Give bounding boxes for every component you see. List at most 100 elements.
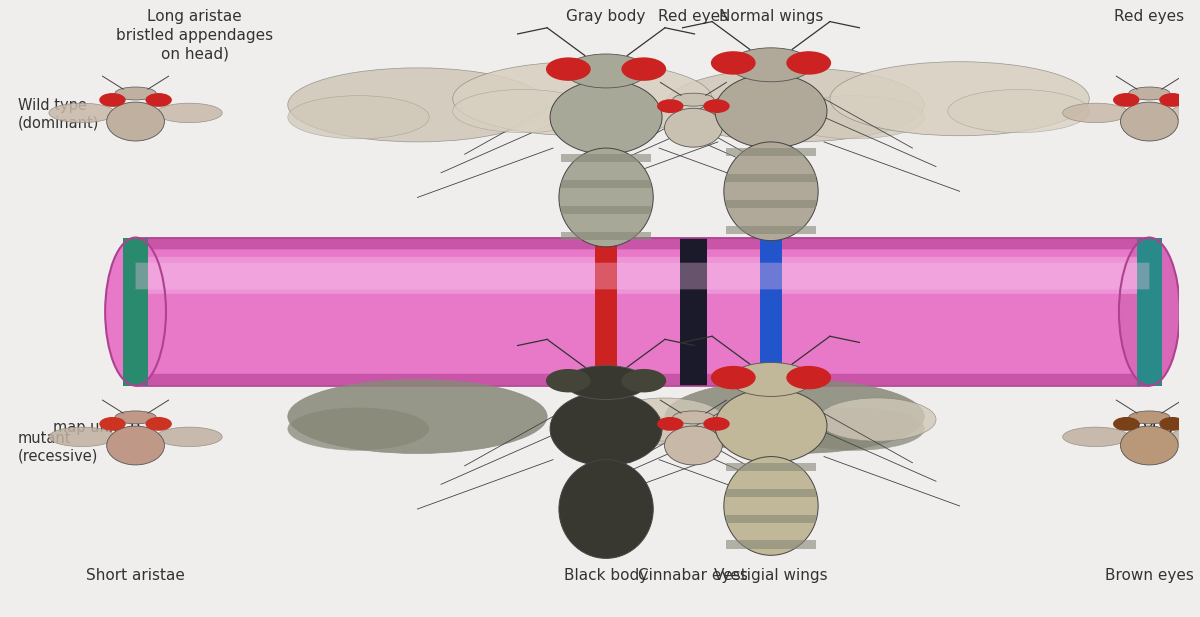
Ellipse shape xyxy=(1129,411,1170,424)
Ellipse shape xyxy=(786,51,832,75)
Text: mutant
(recessive): mutant (recessive) xyxy=(18,431,98,463)
Ellipse shape xyxy=(49,103,115,123)
Ellipse shape xyxy=(665,68,924,142)
Bar xyxy=(562,154,650,162)
Text: Vestigial wings: Vestigial wings xyxy=(714,568,828,583)
Bar xyxy=(1136,238,1162,386)
Ellipse shape xyxy=(1063,427,1129,447)
Ellipse shape xyxy=(665,426,722,465)
Ellipse shape xyxy=(782,407,924,450)
Bar xyxy=(726,200,816,208)
Ellipse shape xyxy=(115,411,156,424)
Ellipse shape xyxy=(1159,93,1186,107)
Bar xyxy=(760,238,782,386)
Bar xyxy=(726,515,816,523)
Bar xyxy=(726,489,816,497)
Bar xyxy=(726,226,816,234)
FancyBboxPatch shape xyxy=(136,249,1150,374)
FancyBboxPatch shape xyxy=(136,263,1150,289)
Bar xyxy=(562,206,650,214)
Ellipse shape xyxy=(724,142,818,241)
Ellipse shape xyxy=(1159,417,1186,431)
Text: Normal wings: Normal wings xyxy=(719,9,823,24)
Bar xyxy=(595,238,617,386)
Text: Short aristae: Short aristae xyxy=(86,568,185,583)
Text: Red eyes: Red eyes xyxy=(659,9,728,24)
Bar xyxy=(562,180,650,188)
Ellipse shape xyxy=(607,427,673,447)
Ellipse shape xyxy=(673,411,714,424)
Ellipse shape xyxy=(730,48,812,81)
Ellipse shape xyxy=(107,102,164,141)
Ellipse shape xyxy=(782,96,924,139)
Ellipse shape xyxy=(703,417,730,431)
Ellipse shape xyxy=(673,93,714,106)
Ellipse shape xyxy=(559,460,653,558)
Ellipse shape xyxy=(622,57,666,81)
Ellipse shape xyxy=(107,426,164,465)
Ellipse shape xyxy=(288,96,430,139)
Ellipse shape xyxy=(1129,87,1170,100)
Bar xyxy=(680,238,707,386)
Bar xyxy=(726,148,816,156)
FancyBboxPatch shape xyxy=(136,238,1150,386)
Ellipse shape xyxy=(100,93,126,107)
Ellipse shape xyxy=(452,62,712,136)
Ellipse shape xyxy=(622,369,666,392)
Ellipse shape xyxy=(1118,238,1180,386)
Ellipse shape xyxy=(710,51,756,75)
Ellipse shape xyxy=(1121,102,1178,141)
Text: Red eyes: Red eyes xyxy=(1115,9,1184,24)
Ellipse shape xyxy=(1063,103,1129,123)
Ellipse shape xyxy=(715,389,827,463)
Text: Wild type
(dominant): Wild type (dominant) xyxy=(18,98,100,130)
Ellipse shape xyxy=(550,392,662,466)
Text: 65.5: 65.5 xyxy=(752,420,790,437)
Ellipse shape xyxy=(714,427,780,447)
Ellipse shape xyxy=(1118,238,1180,386)
Ellipse shape xyxy=(607,109,673,129)
Ellipse shape xyxy=(818,398,936,441)
Ellipse shape xyxy=(452,89,594,133)
Ellipse shape xyxy=(288,379,547,453)
Text: map units: map units xyxy=(53,420,126,434)
Ellipse shape xyxy=(550,80,662,154)
Text: 104.5: 104.5 xyxy=(1126,420,1174,437)
Ellipse shape xyxy=(565,54,647,88)
Ellipse shape xyxy=(49,427,115,447)
Ellipse shape xyxy=(714,109,780,129)
Bar xyxy=(726,540,816,549)
Bar xyxy=(122,238,149,386)
Text: Brown eyes: Brown eyes xyxy=(1105,568,1194,583)
Text: 0: 0 xyxy=(131,420,140,437)
Text: Cinnabar eyes: Cinnabar eyes xyxy=(638,568,749,583)
Ellipse shape xyxy=(565,365,647,400)
Ellipse shape xyxy=(106,238,166,386)
Text: 48.5: 48.5 xyxy=(588,420,624,437)
Ellipse shape xyxy=(1170,427,1200,447)
Ellipse shape xyxy=(830,62,1090,136)
Ellipse shape xyxy=(288,407,430,450)
Ellipse shape xyxy=(658,99,684,113)
Ellipse shape xyxy=(145,417,172,431)
Ellipse shape xyxy=(715,74,827,148)
Ellipse shape xyxy=(546,57,590,81)
Ellipse shape xyxy=(156,103,222,123)
Ellipse shape xyxy=(546,369,590,392)
Ellipse shape xyxy=(1114,417,1140,431)
Text: 57.5: 57.5 xyxy=(676,420,712,437)
Ellipse shape xyxy=(559,148,653,247)
Text: Black body: Black body xyxy=(564,568,648,583)
FancyBboxPatch shape xyxy=(136,257,1150,294)
Ellipse shape xyxy=(1114,93,1140,107)
Ellipse shape xyxy=(100,417,126,431)
Bar xyxy=(562,232,650,240)
Ellipse shape xyxy=(710,366,756,389)
Text: Long aristae
bristled appendages
on head): Long aristae bristled appendages on head… xyxy=(116,9,274,62)
Ellipse shape xyxy=(156,427,222,447)
Ellipse shape xyxy=(665,379,924,453)
Ellipse shape xyxy=(703,99,730,113)
Bar xyxy=(726,463,816,471)
Text: Gray body: Gray body xyxy=(566,9,646,24)
Ellipse shape xyxy=(948,89,1090,133)
